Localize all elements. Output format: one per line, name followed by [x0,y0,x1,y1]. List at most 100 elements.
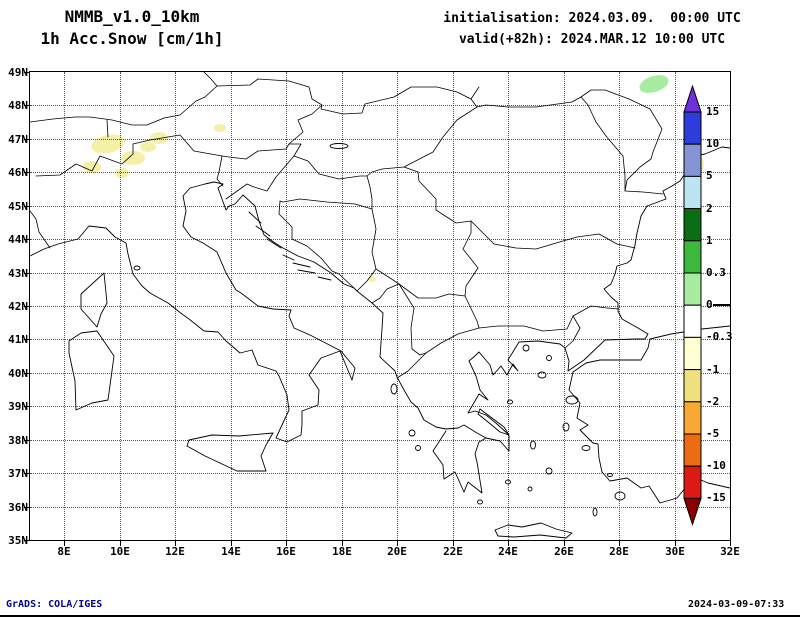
gridline-lon [286,72,287,540]
island-corfu [391,384,397,394]
lon-tick [64,540,65,546]
island-naxos [546,468,552,474]
gridline-lon [64,72,65,540]
island-thasos [523,345,529,351]
croatian-islands [249,212,331,280]
border-slovenia-hungary [289,144,301,156]
lat-tick [24,339,30,340]
lat-tick [24,540,30,541]
island-samos [582,446,590,451]
lat-tick [24,72,30,73]
gridline-lon [675,72,676,540]
island-kos [608,474,613,477]
lon-tick-label: 14E [221,545,241,558]
gridline-lon [231,72,232,540]
colorbar-bottom-arrow [683,497,702,527]
lat-tick [24,373,30,374]
lon-tick [342,540,343,546]
model-title: NMMB_v1.0_10km [64,7,200,26]
colorbar-tick-label: 5 [706,169,713,182]
lon-tick-label: 32E [720,545,740,558]
lon-tick [453,540,454,546]
border-moldova-ukraine [581,90,662,191]
border-slovakia-hungary [321,87,477,114]
border-czech-austria-slovakia [217,79,322,105]
gridline-lon [397,72,398,540]
colorbar-segment [683,401,702,435]
gridline-lat [30,339,730,340]
island-skyros [508,400,513,404]
snow-patch-green [639,75,669,93]
island-zakynthos [416,446,421,451]
colorbar-segment [683,143,702,177]
border-serbia-bulgaria [463,221,478,296]
lon-tick [730,540,731,546]
coastline-italy [30,182,355,442]
border-slovenia-croatia [226,156,294,199]
lon-tick-label: 18E [332,545,352,558]
lat-tick [24,440,30,441]
lon-tick [231,540,232,546]
border-croatia-hungary-drava [294,156,367,179]
lat-tick-label: 39N [8,400,28,413]
gridline-lat [30,273,730,274]
border-germany-austria-swiss [30,86,217,125]
border-greece-macedonia [426,328,479,353]
lon-tick-label: 22E [443,545,463,558]
colorbar-zero-line [713,304,731,306]
lon-tick-label: 8E [57,545,71,558]
border-france-italy [30,211,50,248]
lat-tick [24,206,30,207]
border-albania-east [399,284,426,355]
gridline-lat [30,105,730,106]
gridline-lon [120,72,121,540]
island-lemnos [538,372,546,378]
map-frame [29,71,731,541]
colorbar-segment [683,433,702,467]
border-romania-ukraine [477,97,581,107]
coastline-balkans [218,147,730,451]
snow-patch [121,151,145,165]
lat-tick [24,406,30,407]
colorbar-segment [683,272,702,306]
lon-tick [619,540,620,546]
coastline-sardinia [69,331,114,410]
border-drina [357,209,376,291]
lat-tick-label: 37N [8,467,28,480]
island-kythira [478,500,483,504]
gridline-lat [30,473,730,474]
colorbar-top-arrow [683,85,702,113]
lon-tick-label: 24E [498,545,518,558]
colorbar-tick-label: -10 [706,459,726,472]
lat-tick-label: 36N [8,501,28,514]
creation-timestamp: 2024-03-09-07:33 [688,599,785,610]
lon-tick-label: 12E [165,545,185,558]
island-lesbos [566,396,578,404]
colorbar-segment [683,208,702,242]
gridline-lat [30,139,730,140]
border-sava [280,199,372,209]
colorbar-tick-label: 0 [706,298,713,311]
border-hungary-serbia-romania [367,107,477,176]
lake-balaton [330,144,348,149]
lon-tick-label: 20E [387,545,407,558]
border-serbia-macedonia [418,294,465,298]
gridline-lon [508,72,509,540]
colorbar-tick-label: -5 [706,427,720,440]
border-slovakia-ukraine [471,87,479,99]
border-alps-chain [36,135,223,186]
lon-tick [397,540,398,546]
gridline-lon [175,72,176,540]
island-rhodes [615,492,625,500]
coastline-euboea [478,409,509,435]
border-serbia-romania [404,167,471,223]
gridline-lat [30,172,730,173]
lat-tick [24,139,30,140]
colorbar-tick-label: 1 [706,234,713,247]
gridline-lon [342,72,343,540]
gridline-lon [564,72,565,540]
border-germany-czech [204,72,217,86]
colorbar-segment [683,304,702,338]
snow-patch [140,142,156,152]
colorbar [683,85,702,527]
